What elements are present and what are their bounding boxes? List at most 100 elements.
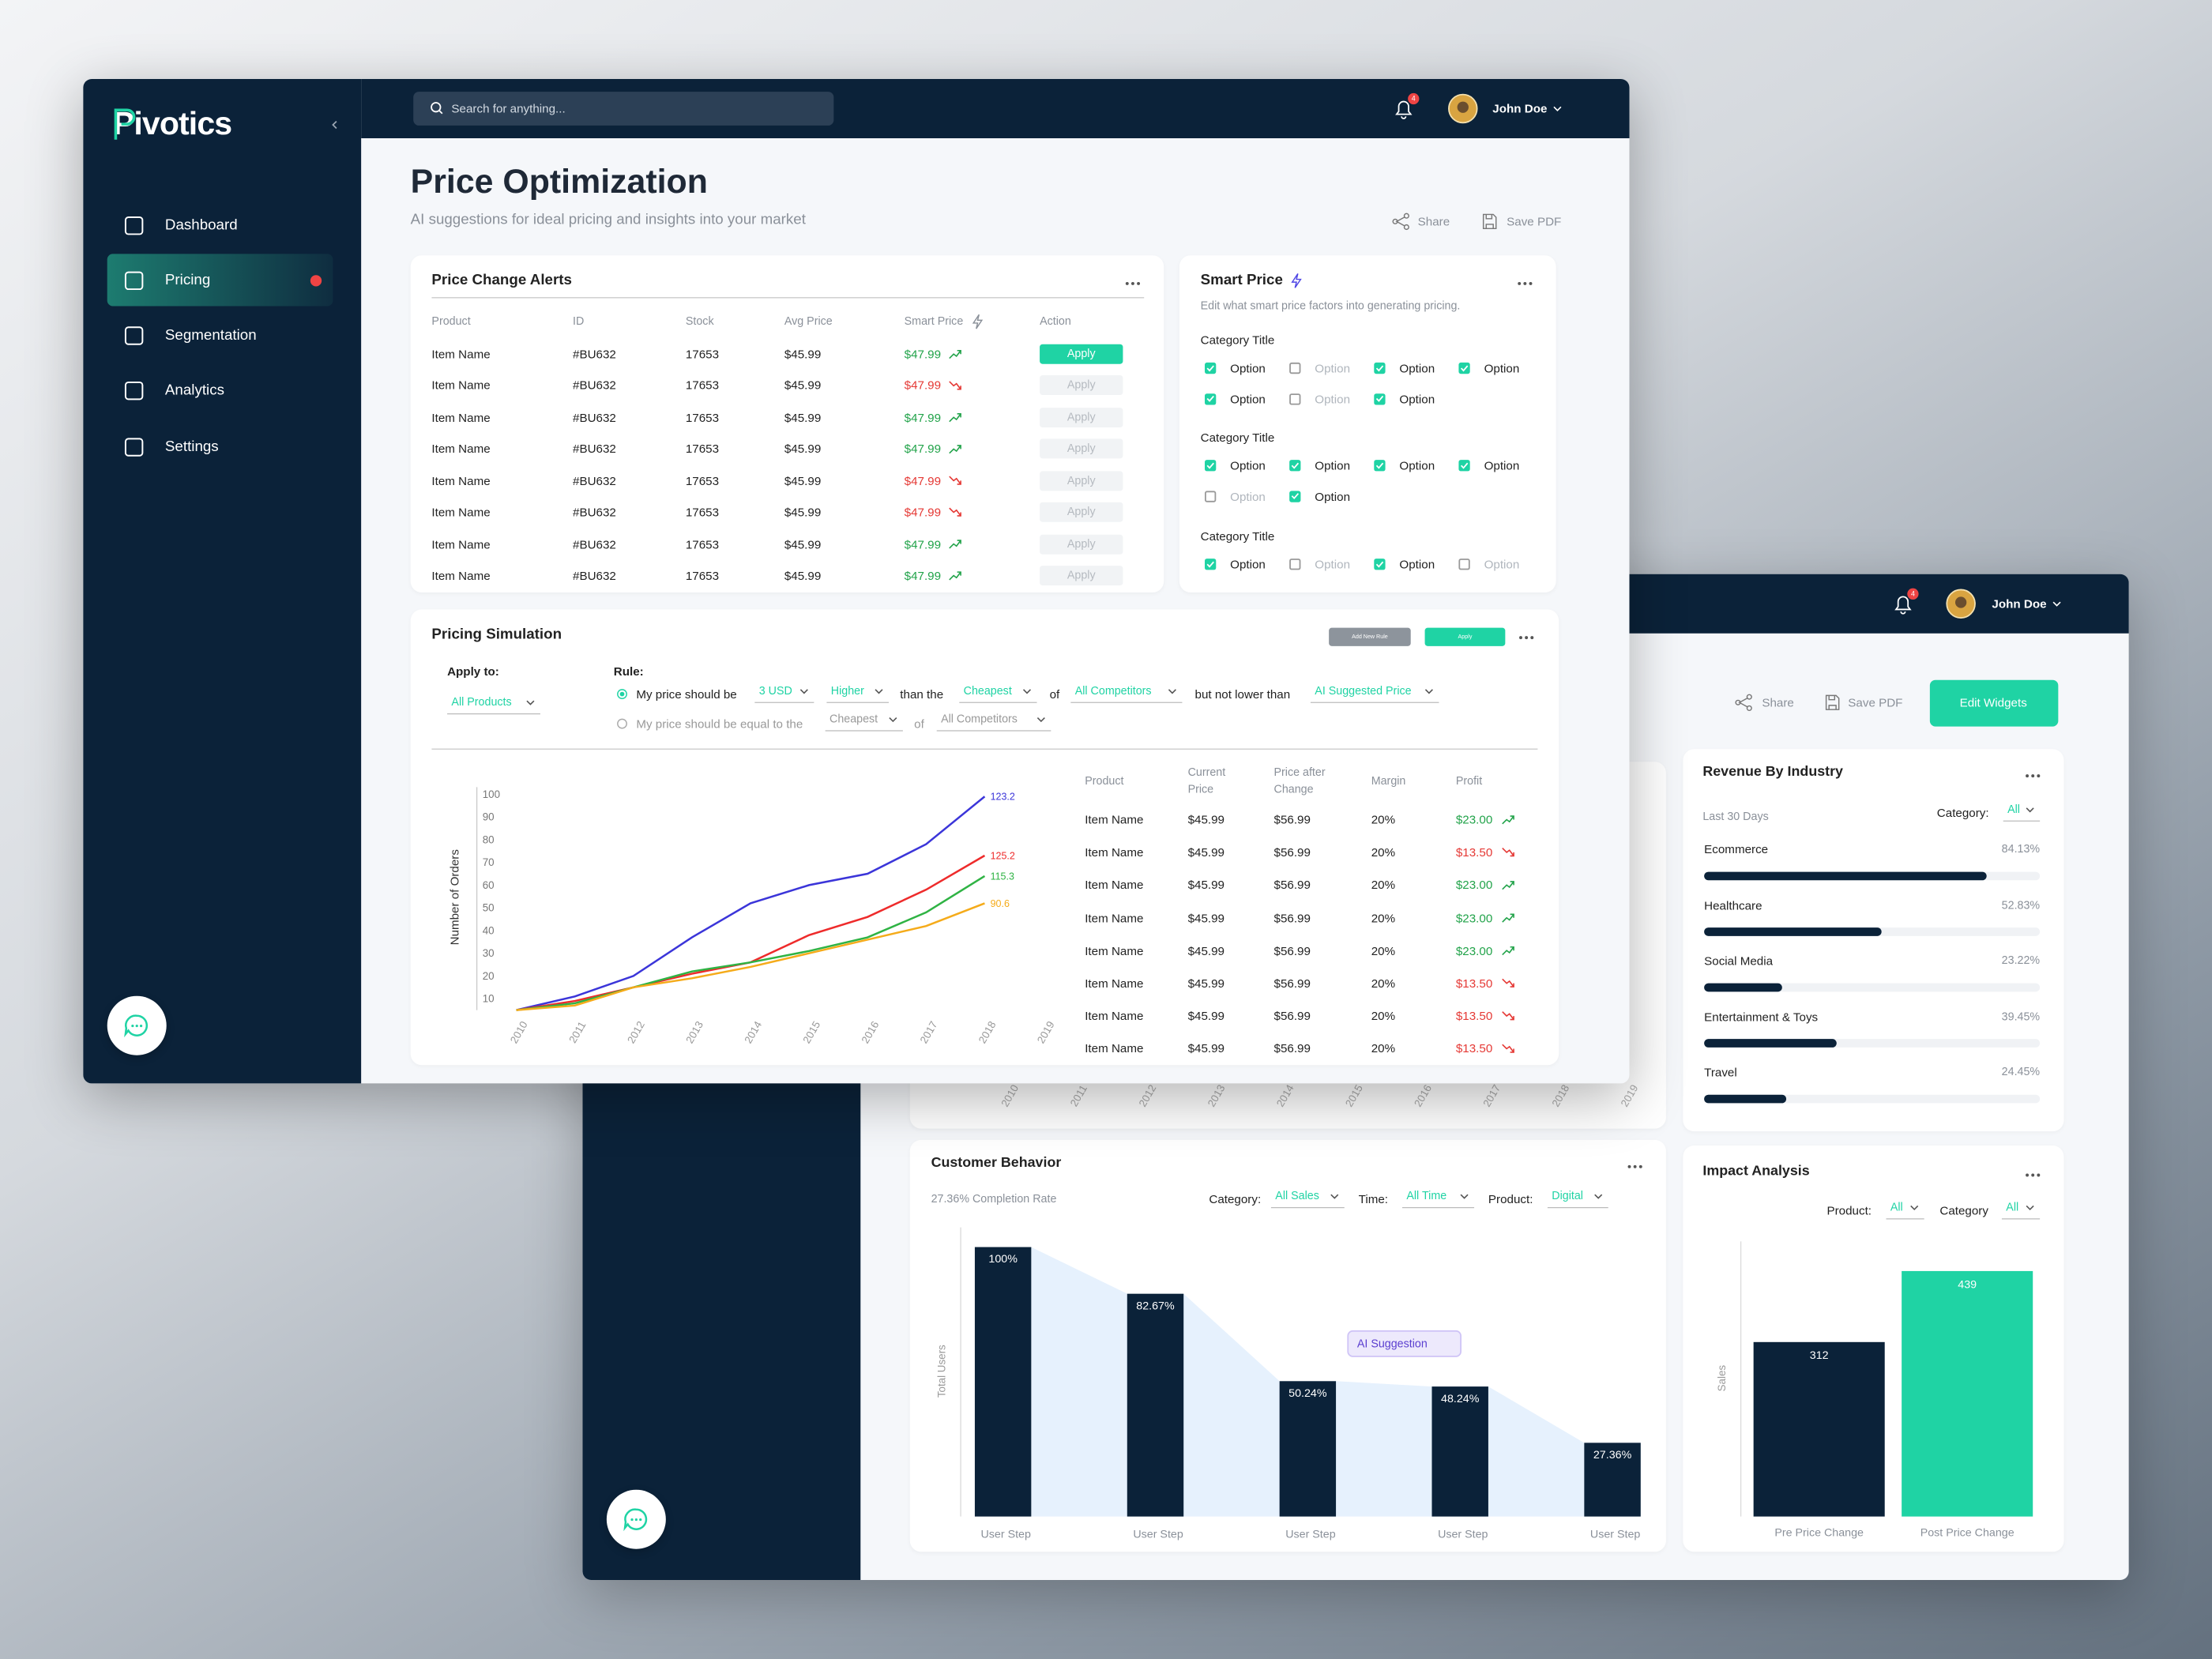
checkbox[interactable] [1205, 362, 1217, 374]
trend-down-icon [1502, 978, 1514, 988]
table-cell: $56.99 [1273, 878, 1311, 893]
more-dot [1638, 1164, 1642, 1168]
dropdown[interactable]: Cheapest [963, 684, 1012, 698]
dropdown[interactable]: All [1890, 1201, 1903, 1214]
checkbox[interactable] [1458, 460, 1470, 472]
checkbox[interactable] [1205, 393, 1217, 404]
filter-label: Category: [1936, 805, 1989, 820]
dropdown[interactable]: All Competitors [1074, 684, 1152, 698]
y-axis-label: Total Users [935, 1345, 947, 1398]
dropdown[interactable]: Higher [830, 684, 864, 698]
ai-suggestion-label: AI Suggestion [1356, 1337, 1428, 1351]
save-pdf-button[interactable]: Save PDF [1507, 214, 1562, 229]
table-cell: Item Name [1085, 878, 1144, 893]
radio-dot [619, 691, 625, 697]
checkbox[interactable] [1205, 559, 1217, 570]
dropdown[interactable]: 3 USD [758, 684, 792, 698]
notification-count: 4 [1412, 95, 1416, 103]
checkbox[interactable] [1289, 490, 1301, 502]
table-cell: 20% [1371, 910, 1396, 925]
nav-item[interactable]: Dashboard [164, 216, 238, 234]
chevron [2026, 807, 2034, 813]
card-title: Revenue By Industry [1702, 764, 1844, 781]
apply-button[interactable] [1040, 438, 1123, 459]
trend-up-icon [949, 350, 961, 359]
apply-button[interactable] [1040, 470, 1123, 491]
apply-label: Apply [1066, 347, 1096, 360]
x-tick-label: User Step [1590, 1528, 1640, 1540]
checkbox[interactable] [1458, 559, 1470, 570]
smart-price: $47.99 [904, 347, 942, 361]
checkbox[interactable] [1289, 393, 1301, 404]
checkbox[interactable] [1289, 460, 1301, 472]
nav-icon [124, 216, 144, 235]
chat-icon [124, 1014, 149, 1038]
table-cell: $45.99 [1187, 976, 1224, 991]
checkbox[interactable] [1374, 393, 1386, 404]
industry-percent: 52.83% [2001, 897, 2041, 912]
checkbox[interactable] [1374, 559, 1386, 570]
dropdown[interactable]: All [2007, 803, 2020, 816]
column-header: Action [1040, 314, 1071, 328]
apply-button[interactable] [1040, 375, 1123, 396]
dropdown[interactable]: Cheapest [830, 713, 878, 726]
chevron [1036, 717, 1045, 723]
table-cell: Item Name [431, 378, 491, 393]
dropdown[interactable]: All Sales [1275, 1189, 1319, 1202]
more-dot [2031, 774, 2035, 778]
apply-label: Apply [1458, 632, 1473, 640]
column-header: Stock [685, 314, 714, 328]
trend-up-icon [1502, 815, 1514, 825]
dropdown[interactable]: AI Suggested Price [1315, 684, 1412, 698]
line-series [516, 875, 986, 1011]
edit-widgets-button[interactable] [1929, 679, 2059, 727]
industry-percent: 24.45% [2001, 1065, 2041, 1078]
trend-down-icon [957, 386, 961, 390]
bar-value-label: 48.24% [1441, 1393, 1480, 1405]
checkbox[interactable] [1205, 460, 1217, 472]
table-cell: #BU632 [573, 568, 616, 583]
dropdown[interactable]: All [2006, 1201, 2019, 1214]
dropdown[interactable]: All Time [1406, 1189, 1447, 1202]
apply-button[interactable] [1040, 502, 1123, 522]
checkmark [1206, 365, 1214, 372]
nav-item-active[interactable] [107, 254, 333, 307]
checkbox[interactable] [1374, 460, 1386, 472]
simulation-card [410, 609, 1559, 1066]
bar [974, 1247, 1032, 1517]
smart-price: $47.99 [904, 378, 942, 393]
apply-button[interactable] [1040, 566, 1123, 586]
table-cell: 17653 [685, 505, 720, 520]
search-box[interactable] [413, 92, 834, 126]
checkbox[interactable] [1458, 362, 1470, 374]
table-cell: $56.99 [1273, 943, 1311, 957]
nav-item[interactable]: Segmentation [164, 326, 257, 344]
checkbox[interactable] [1374, 362, 1386, 374]
checkbox[interactable] [1205, 490, 1217, 502]
apply-button[interactable] [1040, 344, 1123, 364]
table-cell: 17653 [685, 473, 720, 488]
more-dot [1523, 281, 1527, 285]
profit: $23.00 [1455, 943, 1493, 957]
share-button[interactable]: Share [1417, 214, 1450, 229]
dropdown[interactable]: Digital [1552, 1189, 1583, 1202]
x-tick-label: Pre Price Change [1774, 1527, 1864, 1540]
share-button[interactable]: Share [1762, 695, 1794, 710]
industry-name: Social Media [1704, 953, 1774, 968]
field-label: Rule: [613, 664, 644, 679]
nav-item[interactable]: Pricing [164, 272, 211, 289]
apply-button[interactable] [1424, 627, 1506, 646]
trend-down-icon [1510, 1048, 1514, 1053]
nav-item[interactable]: Analytics [164, 382, 224, 399]
checkbox[interactable] [1289, 559, 1301, 570]
table-cell: 20% [1371, 1008, 1396, 1023]
apply-button[interactable] [1040, 407, 1123, 427]
save-pdf-button[interactable]: Save PDF [1848, 695, 1903, 710]
nav-item[interactable]: Settings [164, 438, 219, 456]
dropdown[interactable]: All Competitors [941, 713, 1018, 726]
checkbox[interactable] [1289, 362, 1301, 374]
add-rule-button[interactable] [1329, 627, 1411, 646]
apply-button[interactable] [1040, 534, 1123, 555]
dropdown[interactable]: All Products [451, 695, 512, 709]
option-label: Option [1230, 488, 1266, 503]
